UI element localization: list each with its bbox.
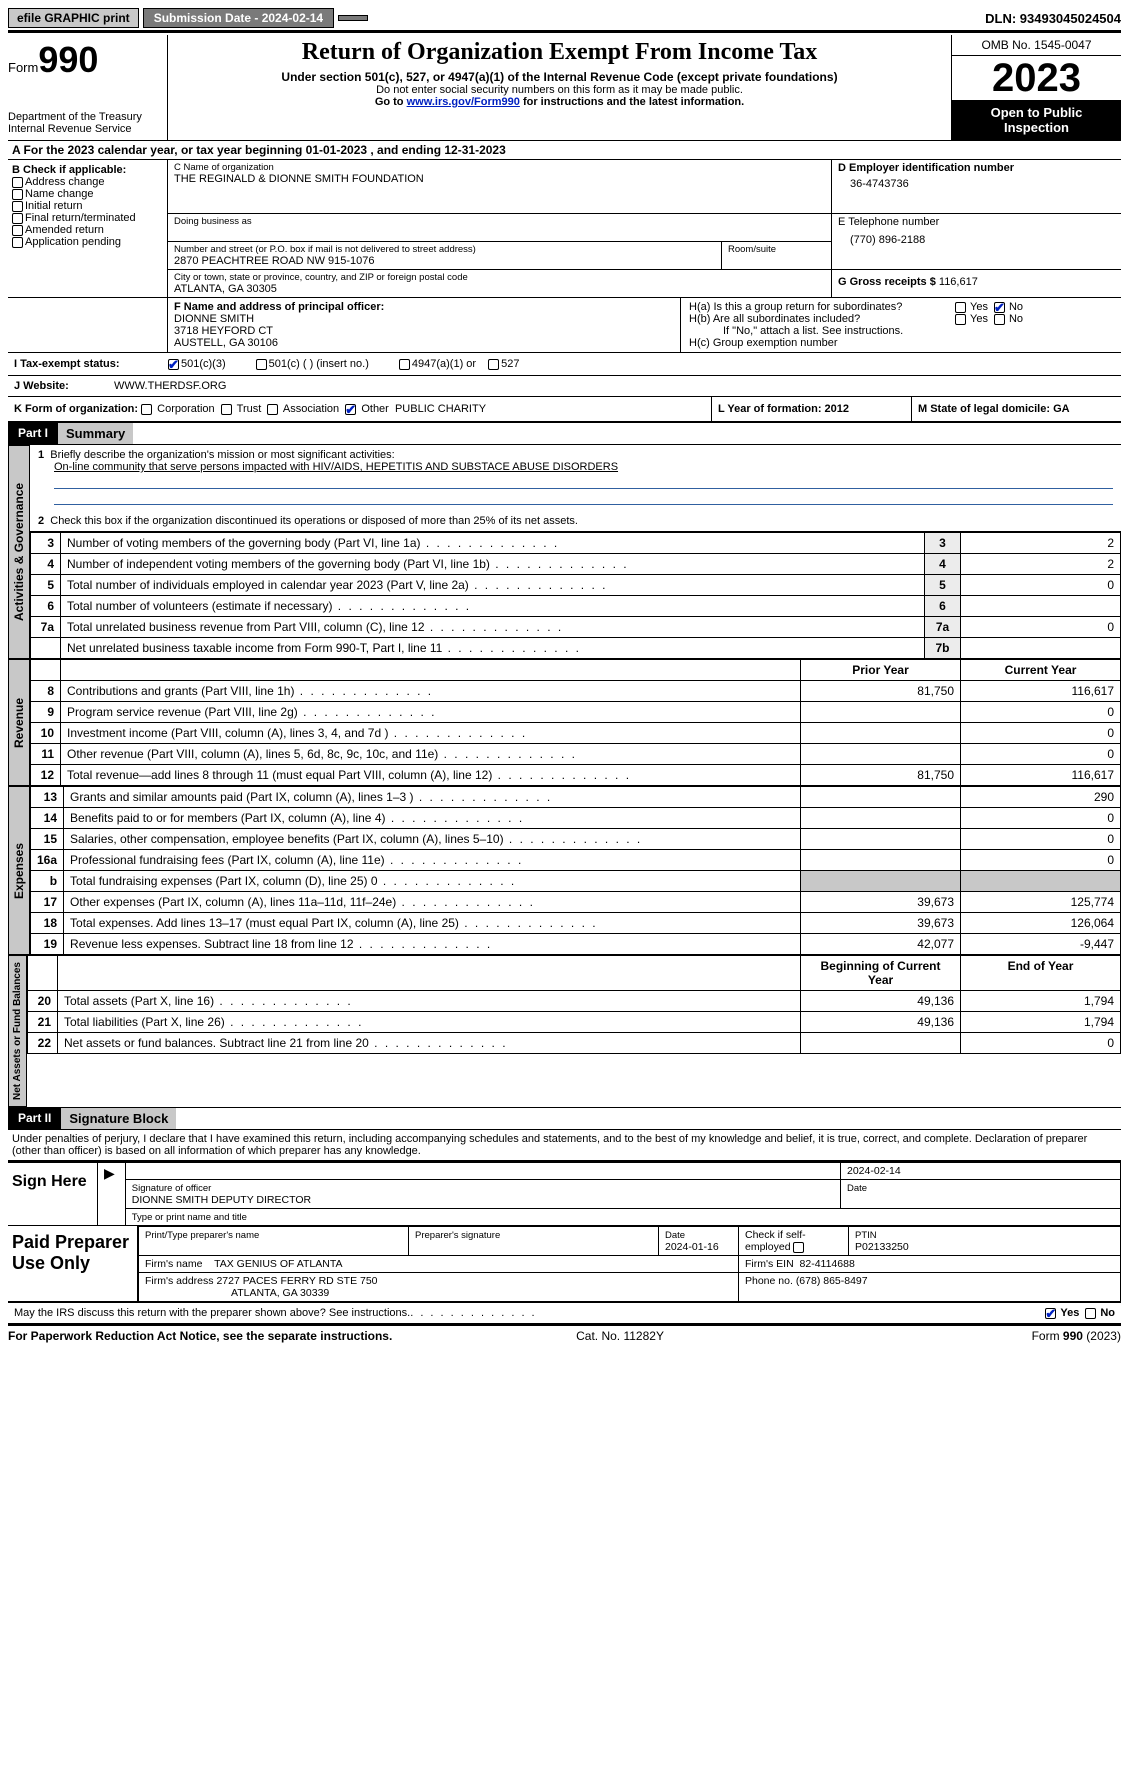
chk-501c3[interactable] (168, 359, 179, 370)
ha-yes[interactable] (955, 302, 966, 313)
part2-hdr: Part II (8, 1108, 61, 1129)
net-table: Beginning of Current YearEnd of Year20To… (27, 955, 1121, 1054)
other-value: PUBLIC CHARITY (395, 403, 486, 415)
perjury-text: Under penalties of perjury, I declare th… (8, 1129, 1121, 1160)
page-footer: For Paperwork Reduction Act Notice, see … (8, 1326, 1121, 1343)
chk-501c[interactable] (256, 359, 267, 370)
street-label: Number and street (or P.O. box if mail i… (174, 244, 715, 255)
chk-assoc[interactable] (267, 404, 278, 415)
org-name-label: C Name of organization (174, 162, 825, 173)
ha-no[interactable] (994, 302, 1005, 313)
part2-title: Signature Block (61, 1108, 176, 1129)
ssn-notice: Do not enter social security numbers on … (176, 84, 943, 96)
chk-initial[interactable] (12, 201, 23, 212)
dept-treasury: Department of the Treasury (8, 111, 163, 123)
firm-addr1: 2727 PACES FERRY RD STE 750 (216, 1275, 377, 1287)
gross-receipts-label: G Gross receipts $ (838, 276, 936, 288)
chk-address[interactable] (12, 177, 23, 188)
officer-name: DIONNE SMITH (174, 313, 674, 325)
officer-addr2: AUSTELL, GA 30106 (174, 337, 674, 349)
header-grid: B Check if applicable: Address change Na… (8, 159, 1121, 297)
h-c-row: H(c) Group exemption number (689, 337, 1113, 349)
open-to-public: Open to PublicInspection (952, 100, 1121, 140)
dba-label: Doing business as (174, 216, 825, 227)
officer-label: F Name and address of principal officer: (174, 301, 674, 313)
discuss-no[interactable] (1085, 1308, 1096, 1319)
ein-label: D Employer identification number (838, 162, 1115, 174)
city-state-zip: ATLANTA, GA 30305 (174, 283, 825, 295)
ptin: P02133250 (855, 1241, 909, 1253)
form-header: Form990 Department of the Treasury Inter… (8, 35, 1121, 140)
tax-year: 2023 (952, 56, 1121, 100)
tab-activities: Activities & Governance (8, 445, 30, 659)
phone-value: (770) 896-2188 (838, 228, 1115, 246)
hb-no[interactable] (994, 314, 1005, 325)
discuss-yes[interactable] (1045, 1308, 1056, 1319)
h-b-row: H(b) Are all subordinates included? Yes … (689, 313, 1113, 325)
website-label: J Website: (14, 380, 114, 392)
prep-date: 2024-01-16 (665, 1241, 719, 1253)
form990-link[interactable]: www.irs.gov/Form990 (407, 96, 520, 108)
h-b-note: If "No," attach a list. See instructions… (689, 325, 1113, 337)
irs-label: Internal Revenue Service (8, 123, 163, 135)
officer-sig-name: DIONNE SMITH DEPUTY DIRECTOR (132, 1194, 311, 1206)
part1-hdr: Part I (8, 423, 58, 444)
form-subtitle: Under section 501(c), 527, or 4947(a)(1)… (176, 70, 943, 84)
h-a-row: H(a) Is this a group return for subordin… (689, 301, 1113, 313)
part1-title: Summary (58, 423, 133, 444)
city-label: City or town, state or province, country… (174, 272, 825, 283)
chk-selfemp[interactable] (793, 1242, 804, 1253)
line1-label: Briefly describe the organization's miss… (50, 449, 394, 461)
dln: DLN: 93493045024504 (985, 11, 1121, 26)
rev-table: Prior YearCurrent Year8Contributions and… (30, 659, 1121, 786)
street-address: 2870 PEACHTREE ROAD NW 915-1076 (174, 255, 715, 267)
form-number: Form990 (8, 39, 163, 81)
row-a-tax-year: A For the 2023 calendar year, or tax yea… (8, 140, 1121, 159)
room-label: Room/suite (728, 244, 825, 255)
hb-yes[interactable] (955, 314, 966, 325)
state-domicile: M State of legal domicile: GA (911, 397, 1121, 421)
ein-value: 36-4743736 (838, 174, 1115, 190)
officer-addr1: 3718 HEYFORD CT (174, 325, 674, 337)
chk-4947[interactable] (399, 359, 410, 370)
sign-here-label: Sign Here (8, 1163, 98, 1225)
chk-name[interactable] (12, 189, 23, 200)
website-value: WWW.THERDSF.ORG (114, 380, 226, 392)
chk-pending[interactable] (12, 237, 23, 248)
goto-link-row: Go to www.irs.gov/Form990 for instructio… (176, 96, 943, 108)
form-title: Return of Organization Exempt From Incom… (176, 39, 943, 66)
chk-corp[interactable] (141, 404, 152, 415)
tab-expenses: Expenses (8, 786, 30, 955)
firm-phone: (678) 865-8497 (796, 1275, 868, 1287)
tab-netassets: Net Assets or Fund Balances (8, 955, 27, 1107)
tab-revenue: Revenue (8, 659, 30, 786)
chk-final[interactable] (12, 213, 23, 224)
col-b-checkboxes: B Check if applicable: Address change Na… (8, 160, 168, 297)
line2-text: Check this box if the organization disco… (50, 515, 578, 527)
chk-other[interactable] (345, 404, 356, 415)
tax-exempt-label: I Tax-exempt status: (14, 358, 168, 370)
chk-trust[interactable] (221, 404, 232, 415)
ag-table: 3Number of voting members of the governi… (30, 532, 1121, 659)
firm-addr2: ATLANTA, GA 30339 (231, 1287, 329, 1299)
efile-btn[interactable]: efile GRAPHIC print (8, 8, 139, 28)
form-org-label: K Form of organization: (14, 403, 138, 415)
topbar: efile GRAPHIC print Submission Date - 20… (8, 8, 1121, 28)
discuss-text: May the IRS discuss this return with the… (14, 1307, 410, 1319)
gross-receipts-value: 116,617 (939, 276, 978, 288)
mission-text: On-line community that serve persons imp… (54, 461, 1113, 473)
year-formation: L Year of formation: 2012 (711, 397, 911, 421)
sign-date: 2024-02-14 (841, 1163, 1121, 1180)
paid-preparer-label: Paid Preparer Use Only (8, 1226, 138, 1301)
firm-ein: 82-4114688 (800, 1258, 855, 1270)
exp-table: 13Grants and similar amounts paid (Part … (30, 786, 1121, 955)
submission-btn[interactable]: Submission Date - 2024-02-14 (143, 8, 334, 28)
org-name: THE REGINALD & DIONNE SMITH FOUNDATION (174, 173, 825, 185)
chk-527[interactable] (488, 359, 499, 370)
omb-number: OMB No. 1545-0047 (952, 35, 1121, 56)
firm-name: TAX GENIUS OF ATLANTA (214, 1258, 342, 1270)
chk-amended[interactable] (12, 225, 23, 236)
phone-label: E Telephone number (838, 216, 1115, 228)
